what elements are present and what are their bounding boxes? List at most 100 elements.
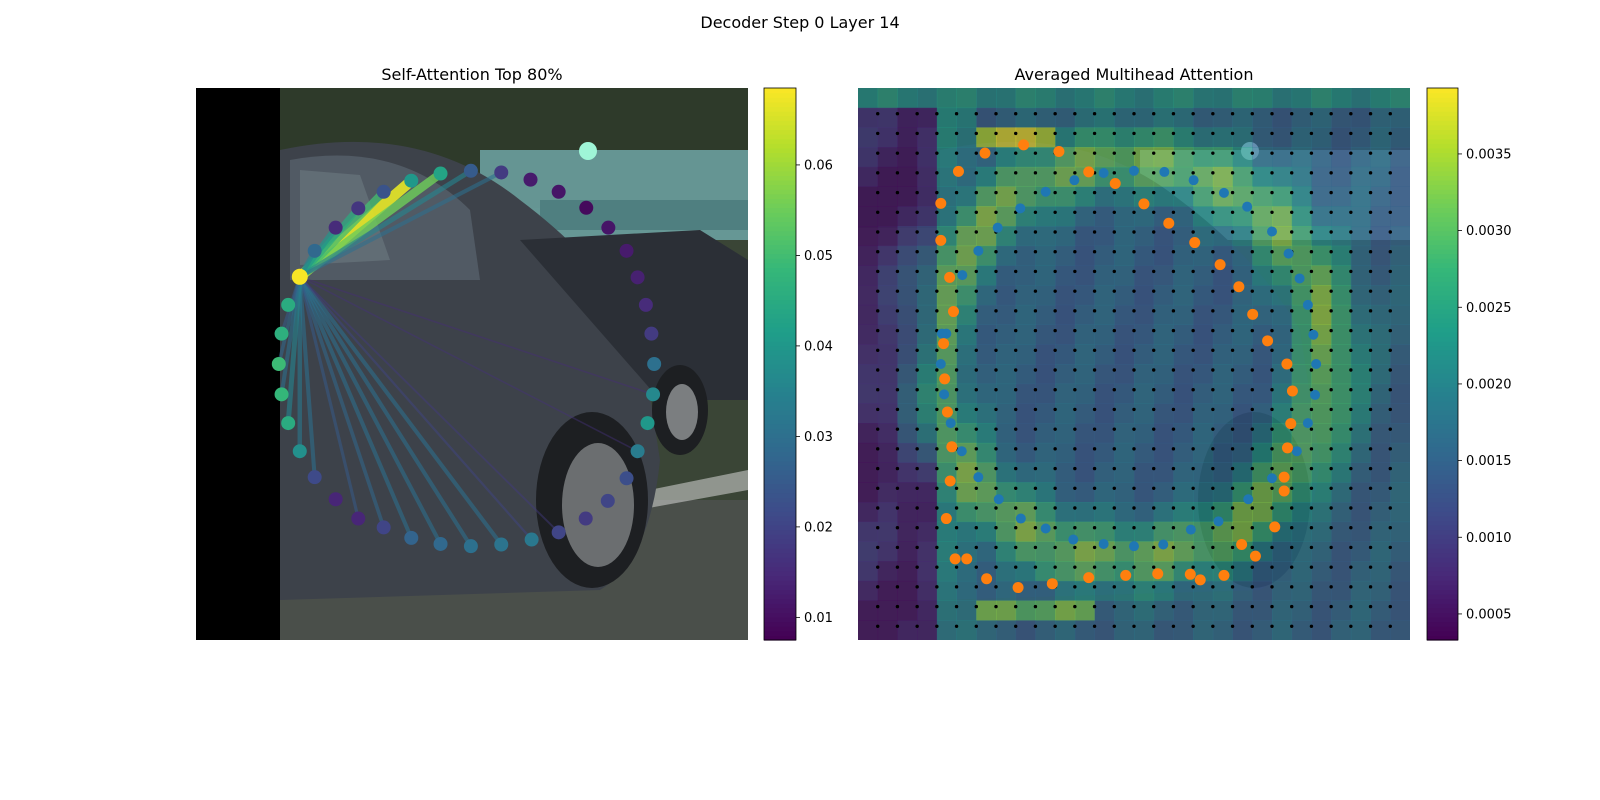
grid-dot	[994, 131, 998, 136]
heatmap-cell	[956, 324, 977, 345]
heatmap-cell	[1272, 324, 1293, 345]
grid-dot	[895, 466, 900, 471]
heatmap-cell	[1212, 442, 1233, 463]
grid-dot	[954, 526, 959, 530]
heatmap-cell	[996, 285, 1017, 306]
colorbar-segment	[764, 548, 796, 554]
right-colorbar-ticks: 0.00050.00100.00150.00200.00250.00300.00…	[1458, 147, 1512, 622]
heatmap-cell	[1035, 462, 1056, 483]
grid-dot	[935, 526, 939, 530]
grid-dot	[1329, 604, 1333, 609]
heatmap-cell	[1173, 620, 1194, 640]
heatmap-cell	[1252, 383, 1273, 404]
grid-dot	[876, 348, 880, 352]
colorbar-segment	[764, 138, 796, 144]
heatmap-cell	[858, 521, 879, 542]
heatmap-cell	[1311, 541, 1332, 562]
heatmap-cell	[936, 561, 957, 582]
heatmap-cell	[1311, 521, 1332, 542]
heatmap-cell	[1370, 580, 1391, 601]
heatmap-cell	[1252, 206, 1273, 227]
heatmap-cell	[996, 462, 1017, 483]
colorbar-segment	[1427, 281, 1458, 287]
heatmap-cell	[1272, 107, 1293, 128]
grid-dot	[895, 328, 900, 333]
colorbar-segment	[1427, 437, 1458, 443]
colorbar-segment	[764, 561, 796, 567]
heatmap-cell	[1193, 107, 1214, 128]
heatmap-cell	[1291, 620, 1312, 640]
heatmap-cell	[1094, 521, 1115, 542]
heatmap-cell	[1193, 127, 1214, 148]
grid-dot	[1309, 585, 1314, 589]
heatmap-cell	[1370, 403, 1391, 424]
heatmap-cell	[976, 206, 997, 227]
heatmap-cell	[877, 127, 898, 148]
heatmap-cell	[976, 442, 997, 463]
colorbar-segment	[1427, 115, 1458, 121]
heatmap-cell	[1212, 521, 1233, 542]
contour-point	[271, 357, 286, 371]
heatmap-cell	[1272, 304, 1293, 325]
grid-dot	[1309, 506, 1314, 510]
heatmap-cell	[1390, 442, 1410, 463]
grid-dot	[935, 190, 939, 195]
attention-link	[297, 274, 317, 480]
heatmap-cell	[1252, 166, 1273, 187]
reference-point-orange	[1236, 539, 1248, 551]
heatmap-cell	[976, 383, 997, 404]
colorbar-segment	[1427, 161, 1458, 167]
colorbar-segment	[1427, 488, 1458, 494]
colorbar-segment	[1427, 405, 1458, 411]
grid-dot	[1270, 289, 1274, 293]
colorbar-segment	[1427, 387, 1458, 393]
grid-dot	[994, 506, 998, 510]
grid-dot	[876, 250, 880, 254]
grid-dot	[915, 585, 919, 589]
grid-dot	[1033, 585, 1038, 589]
colorbar-segment	[764, 235, 796, 241]
grid-dot	[1290, 171, 1294, 175]
grid-dot	[1053, 368, 1057, 372]
grid-dot	[1152, 328, 1156, 333]
heatmap-cell	[1331, 442, 1352, 463]
colorbar-segment	[764, 433, 796, 439]
grid-dot	[1171, 466, 1176, 471]
colorbar-tick-label: 0.0025	[1466, 301, 1512, 316]
grid-dot	[1290, 624, 1294, 628]
colorbar-segment	[1427, 580, 1458, 586]
heatmap-cell	[1212, 206, 1233, 227]
heatmap-cell	[1015, 423, 1036, 444]
grid-dot	[1073, 131, 1077, 136]
colorbar-segment	[1427, 170, 1458, 176]
colorbar-segment	[764, 272, 796, 278]
contour-point	[328, 220, 343, 235]
heatmap-cell	[1173, 127, 1194, 148]
reference-point-orange	[1262, 335, 1274, 347]
grid-dot	[1290, 289, 1294, 293]
heatmap-cell	[1114, 245, 1135, 266]
heatmap-cell	[1055, 561, 1076, 582]
grid-dot	[1230, 151, 1235, 155]
colorbar-segment	[1427, 354, 1458, 360]
heatmap-cell	[1173, 324, 1194, 345]
heatmap-cell	[1331, 462, 1352, 483]
heatmap-cell	[858, 324, 879, 345]
heatmap-cell	[1350, 166, 1371, 187]
heatmap-cell	[1015, 186, 1036, 207]
grid-dot	[954, 151, 959, 155]
colorbar-segment	[764, 124, 796, 130]
heatmap-cell	[936, 285, 957, 306]
grid-dot	[974, 585, 978, 589]
grid-dot	[915, 171, 919, 175]
grid-dot	[1349, 171, 1353, 175]
heatmap-cell	[1173, 186, 1194, 207]
grid-dot	[1309, 171, 1314, 175]
heatmap-cell	[1153, 364, 1174, 385]
heatmap-cell	[1291, 88, 1312, 109]
heatmap-cell	[1232, 383, 1253, 404]
grid-dot	[1368, 486, 1373, 490]
heatmap-cell	[1252, 304, 1273, 325]
grid-dot	[1230, 407, 1235, 412]
grid-dot	[935, 112, 939, 116]
